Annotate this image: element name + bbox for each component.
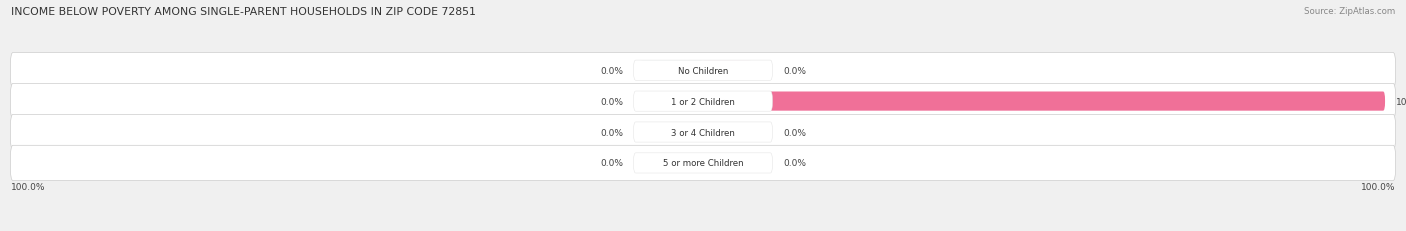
Text: 100.0%: 100.0%	[1396, 97, 1406, 106]
Text: 1 or 2 Children: 1 or 2 Children	[671, 97, 735, 106]
FancyBboxPatch shape	[640, 154, 703, 173]
FancyBboxPatch shape	[633, 92, 773, 112]
FancyBboxPatch shape	[703, 154, 752, 173]
Text: 0.0%: 0.0%	[783, 128, 806, 137]
FancyBboxPatch shape	[640, 92, 703, 111]
FancyBboxPatch shape	[633, 153, 773, 173]
Text: 100.0%: 100.0%	[1361, 182, 1396, 191]
Text: INCOME BELOW POVERTY AMONG SINGLE-PARENT HOUSEHOLDS IN ZIP CODE 72851: INCOME BELOW POVERTY AMONG SINGLE-PARENT…	[11, 7, 477, 17]
FancyBboxPatch shape	[703, 92, 1385, 111]
FancyBboxPatch shape	[703, 61, 752, 80]
FancyBboxPatch shape	[10, 53, 1396, 88]
Text: No Children: No Children	[678, 66, 728, 75]
FancyBboxPatch shape	[640, 61, 703, 80]
Text: 0.0%: 0.0%	[600, 97, 623, 106]
Text: 100.0%: 100.0%	[10, 182, 45, 191]
Text: 0.0%: 0.0%	[783, 66, 806, 75]
Text: 0.0%: 0.0%	[783, 159, 806, 168]
Text: 0.0%: 0.0%	[600, 159, 623, 168]
FancyBboxPatch shape	[703, 123, 752, 142]
Text: 0.0%: 0.0%	[600, 66, 623, 75]
FancyBboxPatch shape	[633, 61, 773, 81]
Text: Source: ZipAtlas.com: Source: ZipAtlas.com	[1303, 7, 1395, 16]
FancyBboxPatch shape	[10, 115, 1396, 150]
FancyBboxPatch shape	[10, 146, 1396, 181]
Text: 0.0%: 0.0%	[600, 128, 623, 137]
FancyBboxPatch shape	[640, 123, 703, 142]
FancyBboxPatch shape	[10, 84, 1396, 119]
Text: 5 or more Children: 5 or more Children	[662, 159, 744, 168]
FancyBboxPatch shape	[633, 122, 773, 143]
Text: 3 or 4 Children: 3 or 4 Children	[671, 128, 735, 137]
